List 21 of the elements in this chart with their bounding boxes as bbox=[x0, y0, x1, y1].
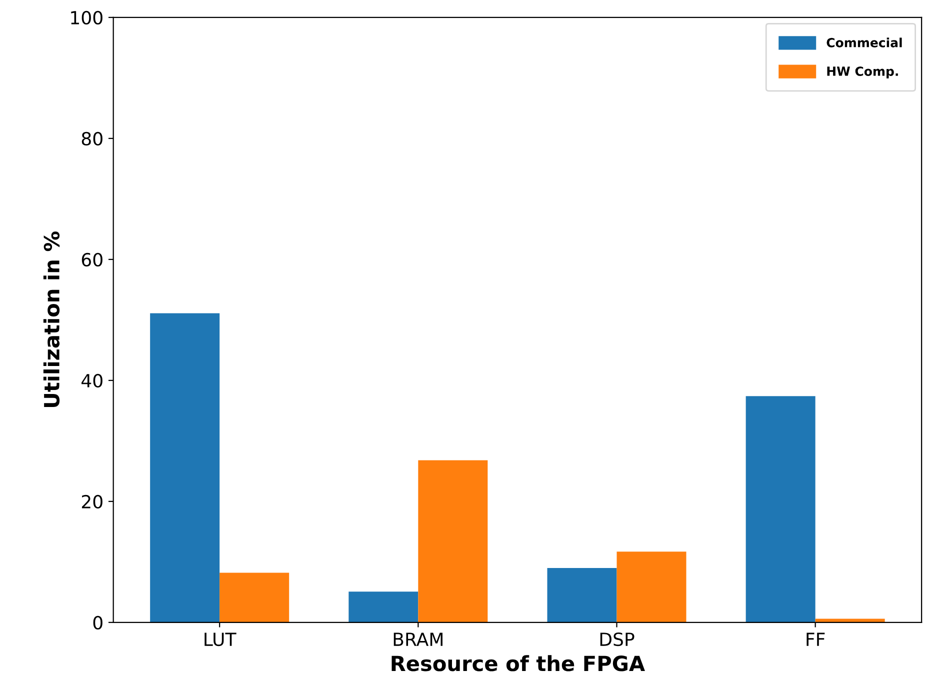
bar bbox=[220, 572, 290, 622]
bar bbox=[150, 313, 220, 622]
bar bbox=[348, 592, 418, 622]
y-tick-label: 0 bbox=[93, 616, 102, 630]
legend-label: HW Comp. bbox=[827, 66, 898, 78]
x-tick-label: BRAM bbox=[394, 632, 442, 646]
y-axis-title: Utilization in % bbox=[43, 232, 60, 408]
y-tick-label: 20 bbox=[82, 494, 102, 509]
x-tick-label: LUT bbox=[204, 632, 236, 646]
y-tick-label: 100 bbox=[71, 10, 102, 25]
y-tick-label: 40 bbox=[82, 374, 102, 388]
bar bbox=[418, 460, 488, 622]
bar bbox=[547, 568, 617, 622]
legend-label: Commecial bbox=[826, 38, 902, 48]
y-tick-label: 80 bbox=[82, 132, 102, 146]
bar bbox=[616, 552, 686, 622]
x-tick-label: DSP bbox=[600, 632, 634, 646]
x-axis-title: Resource of the FPGA bbox=[392, 655, 645, 672]
bar bbox=[746, 396, 816, 622]
x-tick-label: FF bbox=[806, 632, 825, 646]
y-tick-label: 60 bbox=[82, 252, 102, 267]
